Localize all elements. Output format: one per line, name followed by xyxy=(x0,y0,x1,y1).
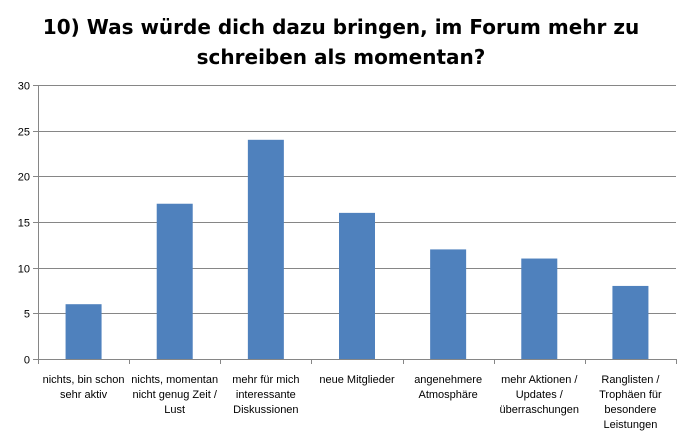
x-category-label: Ranglisten / Trophäen für besondere Leis… xyxy=(599,374,662,431)
y-tick-label: 30 xyxy=(18,81,30,93)
y-tick-label: 5 xyxy=(24,309,30,321)
bar xyxy=(612,285,649,359)
x-category-label: mehr Aktionen / Updates / überraschungen xyxy=(499,374,580,416)
bar xyxy=(156,203,193,359)
bar xyxy=(430,249,467,359)
bar xyxy=(521,258,558,359)
x-category-label: nichts, bin schon sehr aktiv xyxy=(42,374,125,401)
bar xyxy=(339,212,375,359)
x-category-label: mehr für mich interessante Diskussionen xyxy=(232,374,300,416)
y-tick-label: 0 xyxy=(24,355,30,367)
chart-title: 10) Was würde dich dazu bringen, im Foru… xyxy=(0,12,682,72)
chart-title-line-1: 10) Was würde dich dazu bringen, im Foru… xyxy=(42,15,640,39)
x-category-label: neue Mitglieder xyxy=(319,374,395,386)
y-tick-label: 25 xyxy=(18,127,30,139)
x-category-label: angenehmere Atmosphäre xyxy=(414,374,483,401)
y-tick-label: 15 xyxy=(18,218,30,230)
chart-title-line-2: schreiben als momentan? xyxy=(196,45,486,69)
bar xyxy=(65,304,102,359)
y-tick-label: 10 xyxy=(18,264,30,276)
bar xyxy=(247,139,284,359)
x-category-label: nichts, momentan nicht genug Zeit / Lust xyxy=(131,374,219,416)
y-tick-label: 20 xyxy=(18,172,30,184)
